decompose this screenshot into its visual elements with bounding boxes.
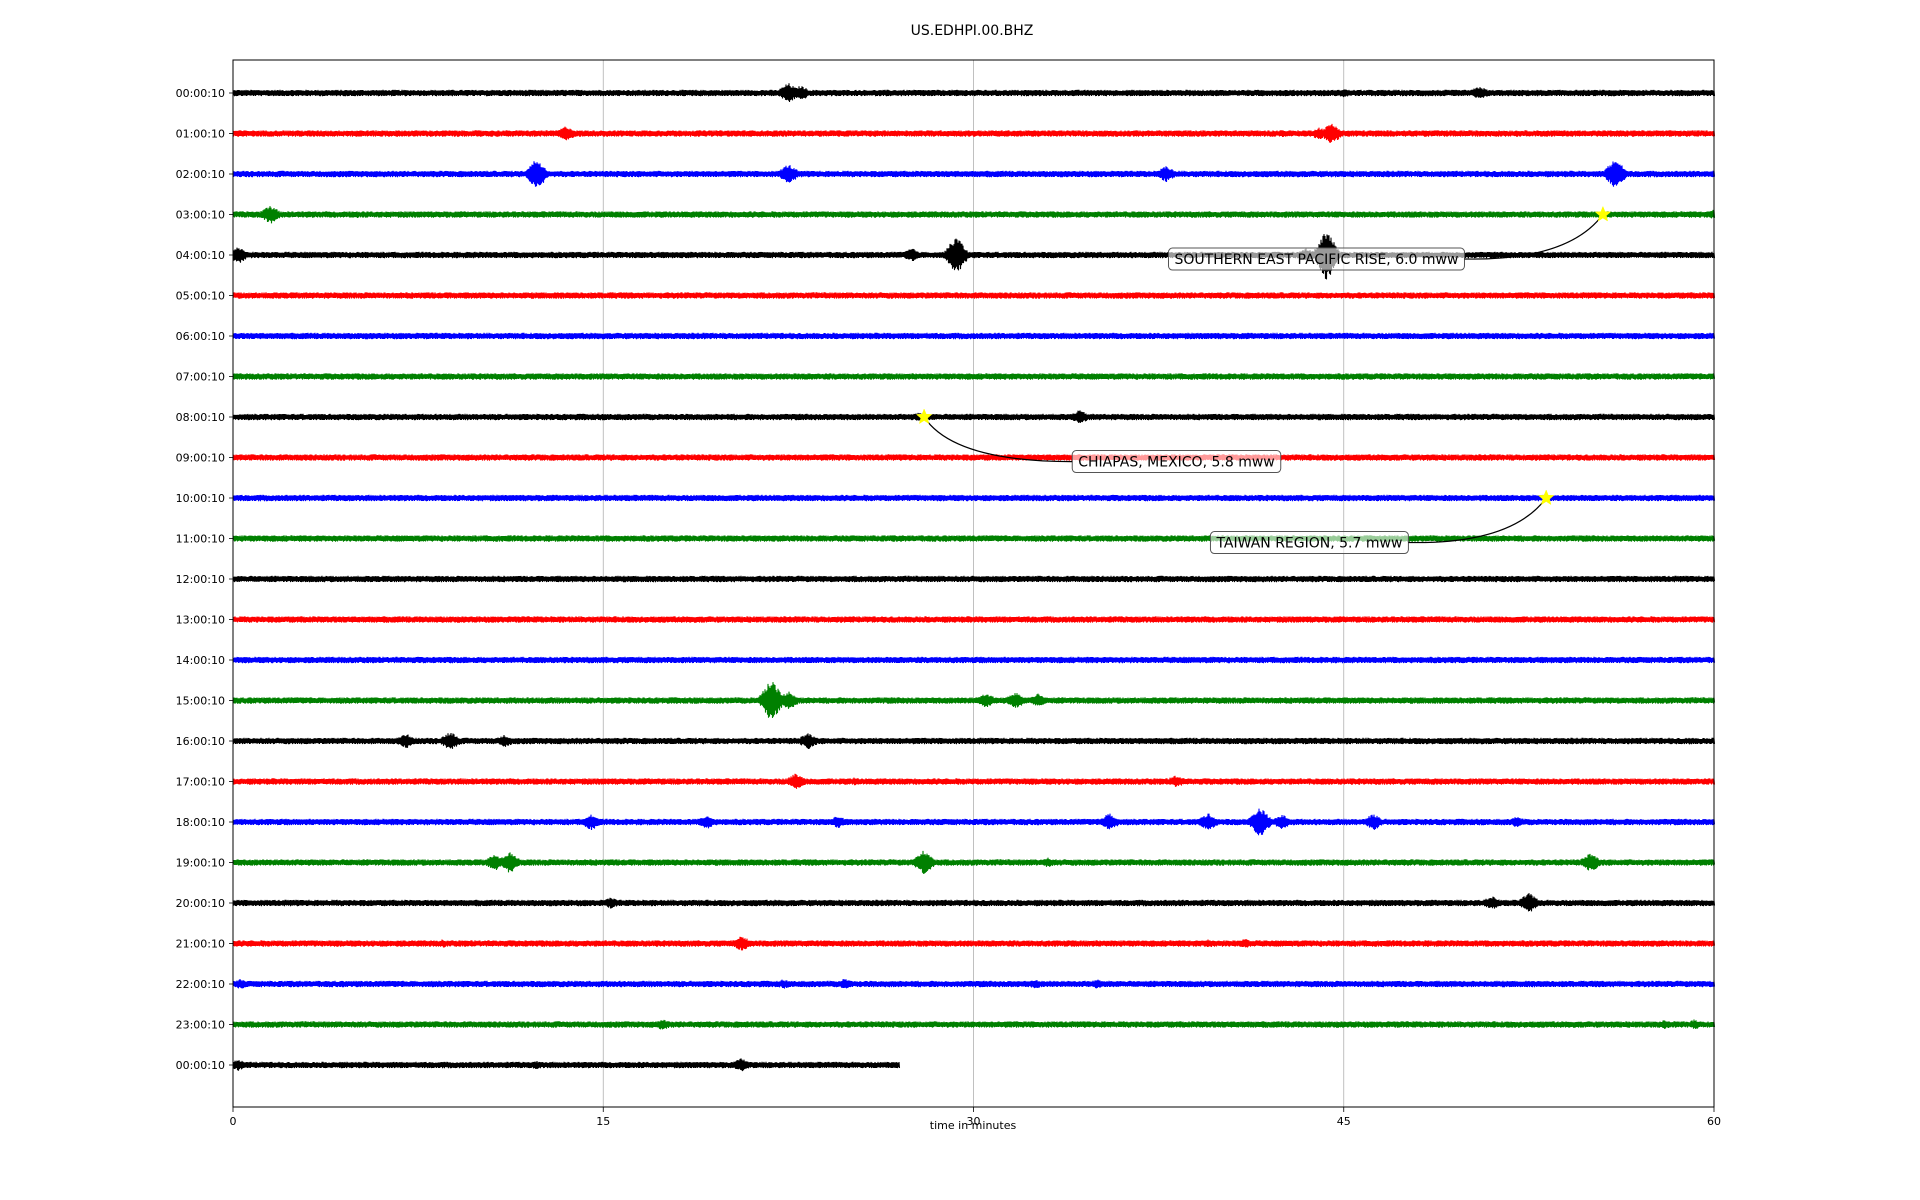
x-tick-label: 45 xyxy=(1337,1115,1351,1128)
y-tick-label: 04:00:10 xyxy=(176,249,225,262)
event-connector xyxy=(923,416,1073,463)
x-axis: 0 15 30 45 60 xyxy=(230,1107,1721,1128)
event-label: SOUTHERN EAST PACIFIC RISE, 6.0 mww xyxy=(1174,252,1458,268)
y-tick-label: 17:00:10 xyxy=(176,776,225,789)
event-star-marker xyxy=(915,408,933,425)
trace-4 xyxy=(232,234,1716,280)
grid-lines xyxy=(602,60,1345,1107)
y-tick-label: 00:00:10 xyxy=(176,1059,225,1072)
trace-20 xyxy=(232,893,1716,912)
y-tick-label: 16:00:10 xyxy=(176,735,225,748)
trace-21 xyxy=(232,936,1716,951)
trace-24 xyxy=(232,1058,901,1072)
event-label: TAIWAN REGION, 5.7 mww xyxy=(1215,536,1402,552)
trace-14 xyxy=(232,656,1716,664)
event-annotation-2: TAIWAN REGION, 5.7 mww xyxy=(1209,489,1555,555)
x-tick-label: 60 xyxy=(1707,1115,1721,1128)
y-tick-label: 14:00:10 xyxy=(176,654,225,667)
plot-frame xyxy=(232,59,1715,1108)
trace-8 xyxy=(232,410,1716,423)
y-tick-label: 02:00:10 xyxy=(176,168,225,181)
x-tick-label: 15 xyxy=(596,1115,610,1128)
x-axis-label: time in minutes xyxy=(930,1119,1017,1132)
trace-23 xyxy=(232,1019,1716,1030)
event-label-box xyxy=(1167,247,1465,271)
y-tick-label: 23:00:10 xyxy=(176,1019,225,1032)
trace-2 xyxy=(232,161,1716,187)
y-tick-label: 09:00:10 xyxy=(176,452,225,465)
trace-5 xyxy=(232,292,1716,299)
trace-22 xyxy=(232,978,1716,989)
event-connector xyxy=(1408,497,1547,544)
y-tick-label: 12:00:10 xyxy=(176,573,225,586)
trace-3 xyxy=(232,206,1716,224)
trace-13 xyxy=(232,616,1716,623)
event-label: CHIAPAS, MEXICO, 5.8 mww xyxy=(1078,455,1275,471)
y-tick-label: 05:00:10 xyxy=(176,290,225,303)
annotations: SOUTHERN EAST PACIFIC RISE, 6.0 mww CHIAP… xyxy=(915,205,1612,555)
trace-11 xyxy=(232,535,1716,542)
y-tick-label: 08:00:10 xyxy=(176,411,225,424)
trace-7 xyxy=(232,373,1716,380)
trace-9 xyxy=(232,454,1716,461)
trace-16 xyxy=(232,732,1716,750)
trace-1 xyxy=(232,123,1716,143)
y-tick-label: 18:00:10 xyxy=(176,816,225,829)
trace-12 xyxy=(232,575,1716,583)
y-tick-label: 19:00:10 xyxy=(176,857,225,870)
y-tick-label: 07:00:10 xyxy=(176,371,225,384)
y-tick-label: 11:00:10 xyxy=(176,533,225,546)
trace-6 xyxy=(232,332,1716,340)
trace-0 xyxy=(232,83,1716,103)
y-tick-label: 03:00:10 xyxy=(176,209,225,222)
y-tick-label: 10:00:10 xyxy=(176,492,225,505)
y-tick-label: 13:00:10 xyxy=(176,614,225,627)
event-annotation-1: CHIAPAS, MEXICO, 5.8 mww xyxy=(915,408,1282,474)
y-tick-label: 06:00:10 xyxy=(176,330,225,343)
trace-19 xyxy=(232,850,1716,874)
y-tick-label: 20:00:10 xyxy=(176,897,225,910)
y-tick-label: 22:00:10 xyxy=(176,978,225,991)
y-tick-label: 21:00:10 xyxy=(176,938,225,951)
x-tick-label: 30 xyxy=(967,1115,981,1128)
traces xyxy=(232,83,1716,1072)
chart-title: US.EDHPI.00.BHZ xyxy=(911,23,1034,39)
trace-15 xyxy=(232,682,1716,719)
event-label-box xyxy=(1071,450,1282,474)
trace-10 xyxy=(232,494,1716,502)
event-star-marker xyxy=(1537,489,1555,506)
y-tick-label: 15:00:10 xyxy=(176,695,225,708)
event-connector xyxy=(1464,214,1604,260)
x-tick-label: 0 xyxy=(230,1115,237,1128)
event-star-marker xyxy=(1594,205,1612,222)
y-tick-label: 01:00:10 xyxy=(176,128,225,141)
trace-17 xyxy=(232,773,1716,789)
trace-18 xyxy=(232,808,1716,836)
event-annotation-0: SOUTHERN EAST PACIFIC RISE, 6.0 mww xyxy=(1167,205,1612,271)
y-tick-labels: 00:00:10 01:00:10 02:00:10 03:00:10 04:00:10… xyxy=(176,87,233,1072)
y-tick-label: 00:00:10 xyxy=(176,87,225,100)
